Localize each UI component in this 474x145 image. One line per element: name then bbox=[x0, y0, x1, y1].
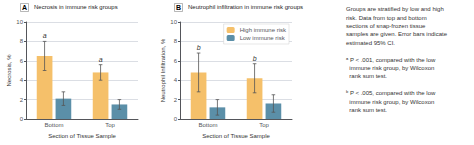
svg-text:2: 2 bbox=[174, 97, 178, 103]
svg-text:Necrosis, %: Necrosis, % bbox=[6, 54, 12, 87]
svg-text:0: 0 bbox=[20, 116, 24, 122]
svg-text:sections of snap-frozen tissue: sections of snap-frozen tissue bbox=[346, 23, 426, 29]
svg-text:High immune risk: High immune risk bbox=[240, 27, 287, 33]
svg-text:B: B bbox=[176, 4, 181, 11]
svg-text:risk. Data from top and bottom: risk. Data from top and bottom bbox=[346, 15, 427, 21]
svg-text:a: a bbox=[43, 32, 47, 39]
svg-text:Bottom: Bottom bbox=[44, 122, 63, 128]
svg-text:immune risk group, by Wilcoxon: immune risk group, by Wilcoxon bbox=[346, 99, 434, 105]
svg-text:ᵃ P < .001, compared with the: ᵃ P < .001, compared with the low bbox=[346, 57, 436, 63]
svg-text:6: 6 bbox=[20, 58, 24, 64]
svg-text:Neutrophil infiltration in imm: Neutrophil infiltration in immune risk g… bbox=[188, 4, 303, 10]
svg-text:Top: Top bbox=[105, 122, 115, 128]
svg-text:0: 0 bbox=[174, 116, 178, 122]
svg-text:Necrosis in immune risk groups: Necrosis in immune risk groups bbox=[34, 4, 118, 10]
svg-text:a: a bbox=[99, 56, 103, 63]
svg-text:10: 10 bbox=[16, 19, 23, 25]
svg-text:immune risk group, by Wilcoxon: immune risk group, by Wilcoxon bbox=[346, 65, 434, 71]
svg-text:8: 8 bbox=[20, 38, 24, 44]
svg-text:4: 4 bbox=[174, 77, 178, 83]
svg-text:Section of Tissue Sample: Section of Tissue Sample bbox=[202, 133, 270, 139]
svg-text:rank sum test.: rank sum test. bbox=[346, 107, 387, 113]
svg-text:ᵇ P < .005, compared with the: ᵇ P < .005, compared with the low bbox=[346, 90, 436, 96]
svg-text:A: A bbox=[22, 4, 27, 11]
svg-text:Neutrophil Infiltration, %: Neutrophil Infiltration, % bbox=[160, 38, 166, 102]
svg-text:rank sum test.: rank sum test. bbox=[346, 73, 387, 79]
svg-text:b: b bbox=[197, 44, 201, 51]
svg-text:Bottom: Bottom bbox=[198, 122, 217, 128]
svg-text:2: 2 bbox=[20, 97, 24, 103]
svg-text:samples are given. Error bars: samples are given. Error bars indicate bbox=[346, 31, 448, 37]
svg-text:Groups are stratified by low a: Groups are stratified by low and high bbox=[346, 6, 444, 12]
svg-text:Section of Tissue Sample: Section of Tissue Sample bbox=[48, 133, 116, 139]
svg-text:4: 4 bbox=[20, 77, 24, 83]
svg-text:b: b bbox=[253, 55, 257, 62]
svg-text:estimated 95% CI.: estimated 95% CI. bbox=[346, 40, 395, 46]
svg-text:10: 10 bbox=[170, 19, 177, 25]
svg-text:8: 8 bbox=[174, 38, 178, 44]
svg-text:Low immune risk: Low immune risk bbox=[240, 35, 286, 41]
svg-text:6: 6 bbox=[174, 58, 178, 64]
svg-text:Top: Top bbox=[259, 122, 269, 128]
